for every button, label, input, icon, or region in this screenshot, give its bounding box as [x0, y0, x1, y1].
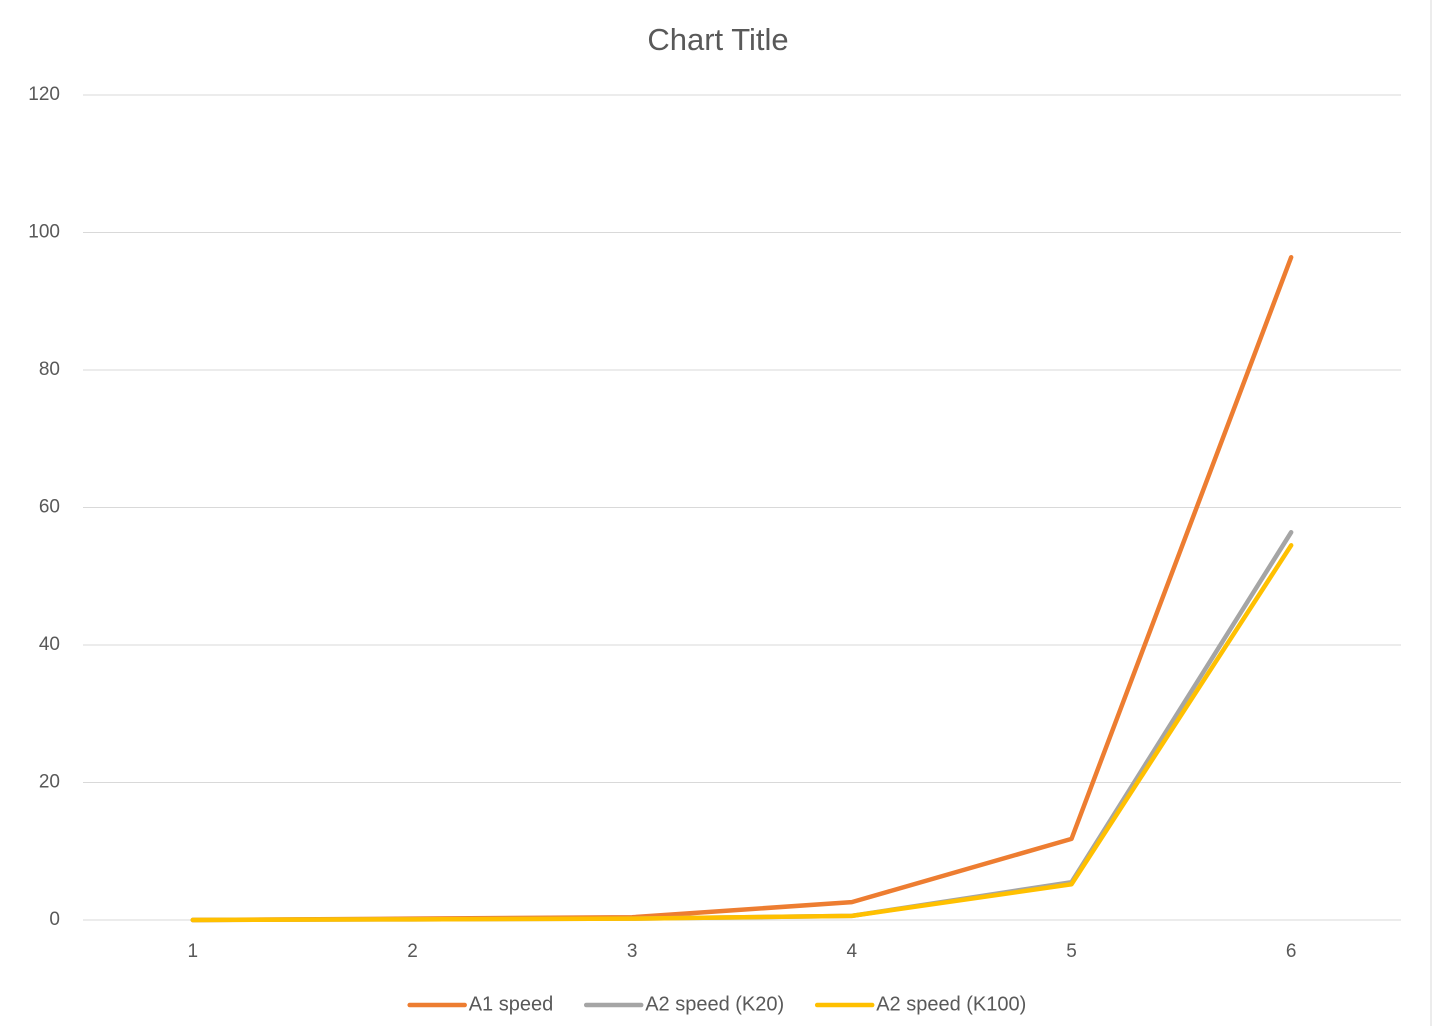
x-tick-label: 3	[627, 941, 638, 962]
y-tick-label: 60	[39, 497, 60, 518]
y-tick-label: 100	[28, 222, 60, 243]
legend-label: A2 speed (K20)	[645, 993, 784, 1015]
legend-label: A1 speed	[469, 993, 554, 1015]
y-tick-label: 0	[49, 909, 60, 930]
x-tick-label: 5	[1066, 941, 1077, 962]
x-tick-label: 2	[407, 941, 418, 962]
y-tick-label: 80	[39, 359, 60, 380]
y-tick-label: 120	[28, 84, 60, 105]
series-line	[190, 543, 1294, 923]
y-tick-label: 40	[39, 634, 60, 655]
x-tick-label: 4	[847, 941, 858, 962]
chart-title: Chart Title	[647, 22, 788, 57]
legend-label: A2 speed (K100)	[876, 993, 1026, 1015]
x-tick-label: 1	[188, 941, 199, 962]
y-tick-label: 20	[39, 772, 60, 793]
x-tick-label: 6	[1286, 941, 1297, 962]
